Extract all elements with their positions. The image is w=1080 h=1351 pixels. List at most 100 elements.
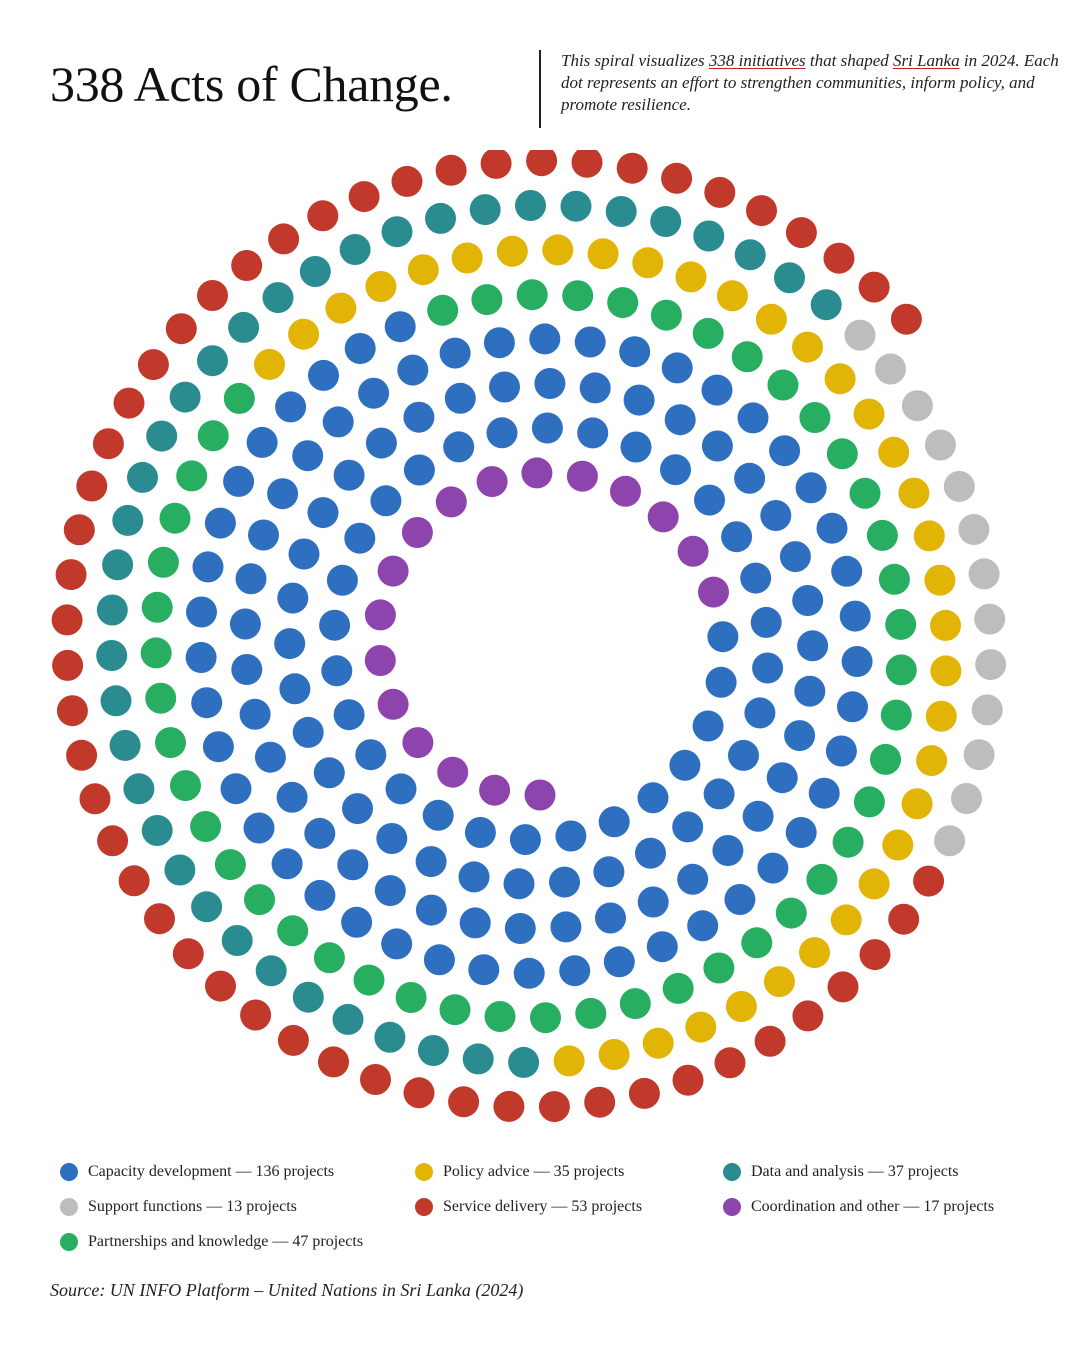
spiral-dot-support-functions (924, 429, 956, 461)
spiral-dot-capacity-development (444, 382, 476, 414)
spiral-dot-support-functions (968, 558, 1000, 590)
subtitle-part2: that shaped (805, 51, 893, 70)
spiral-dot-capacity-development (549, 866, 580, 898)
spiral-dot-capacity-development (322, 406, 354, 438)
spiral-dot-support-functions (943, 470, 975, 502)
spiral-dot-capacity-development (458, 861, 490, 893)
spiral-dot-service-delivery (360, 1064, 391, 1095)
subtitle-highlight-count: 338 initiatives (708, 51, 806, 70)
spiral-dot-data-and-analysis (374, 1021, 406, 1053)
spiral-dot-service-delivery (890, 303, 922, 335)
spiral-dot-data-and-analysis (299, 256, 331, 287)
spiral-dot-service-delivery (63, 514, 95, 546)
subtitle-part3: in 2024. Each dot represents an effort t… (561, 51, 1059, 114)
spiral-dot-capacity-development (635, 837, 666, 869)
spiral-dot-capacity-development (598, 806, 630, 838)
spiral-dot-data-and-analysis (381, 216, 413, 248)
header-divider (539, 50, 541, 128)
spiral-dot-capacity-development (701, 374, 733, 406)
spiral-dot-capacity-development (513, 957, 545, 989)
spiral-dot-capacity-development (192, 551, 224, 583)
spiral-dot-capacity-development (669, 749, 701, 781)
spiral-dot-policy-advice (930, 609, 961, 641)
spiral-dot-service-delivery (56, 695, 88, 727)
spiral-dot-data-and-analysis (774, 262, 805, 294)
spiral-dot-capacity-development (223, 465, 255, 497)
spiral-dot-coordination-and-other (647, 501, 679, 533)
spiral-dot-data-and-analysis (123, 773, 155, 805)
spiral-dot-support-functions (975, 649, 1007, 681)
spiral-dot-service-delivery (197, 280, 228, 311)
spiral-dot-policy-advice (878, 436, 910, 468)
spiral-dot-partnerships-and-knowledge (155, 727, 186, 759)
spiral-dot-capacity-development (707, 621, 739, 653)
spiral-dot-capacity-development (503, 868, 535, 900)
spiral-dot-capacity-development (239, 698, 271, 730)
spiral-dot-capacity-development (692, 710, 724, 742)
spiral-dot-data-and-analysis (127, 461, 158, 493)
spiral-dot-service-delivery (307, 200, 339, 232)
spiral-dot-coordination-and-other (401, 517, 433, 548)
dot-spiral-chart (51, 150, 1007, 1123)
spiral-dot-data-and-analysis (292, 981, 324, 1013)
spiral-dot-policy-advice (830, 904, 862, 936)
spiral-dot-capacity-development (267, 478, 299, 510)
spiral-dot-data-and-analysis (508, 1046, 540, 1078)
spiral-dot-capacity-development (333, 459, 365, 491)
spiral-dot-service-delivery (391, 165, 423, 197)
spiral-dot-capacity-development (468, 954, 500, 986)
spiral-dot-partnerships-and-knowledge (885, 608, 917, 640)
spiral-dot-coordination-and-other (677, 535, 709, 567)
spiral-dot-policy-advice (763, 966, 795, 998)
spiral-dot-service-delivery (493, 1090, 525, 1122)
spiral-dot-capacity-development (308, 359, 339, 391)
spiral-dot-service-delivery (97, 825, 129, 857)
spiral-dot-service-delivery (526, 150, 558, 177)
spiral-dot-capacity-development (734, 462, 766, 494)
spiral-dot-support-functions (963, 739, 995, 771)
spiral-dot-partnerships-and-knowledge (214, 849, 246, 881)
spiral-dot-partnerships-and-knowledge (562, 280, 594, 312)
spiral-dot-capacity-development (370, 485, 402, 517)
spiral-dot-policy-advice (496, 235, 528, 267)
spiral-dot-support-functions (971, 694, 1003, 726)
legend-swatch-icon (723, 1198, 741, 1216)
spiral-dot-partnerships-and-knowledge (885, 654, 917, 686)
spiral-dot-partnerships-and-knowledge (159, 502, 191, 534)
spiral-dot-capacity-development (439, 337, 471, 369)
legend-swatch-icon (60, 1163, 78, 1181)
spiral-dot-partnerships-and-knowledge (731, 341, 763, 373)
spiral-dot-capacity-development (677, 863, 709, 895)
spiral-dot-capacity-development (550, 911, 582, 943)
spiral-dot-capacity-development (403, 454, 435, 486)
legend-item-data-and-analysis: Data and analysis — 37 projects (723, 1160, 959, 1184)
spiral-dot-service-delivery (144, 903, 175, 935)
spiral-dot-support-functions (951, 783, 982, 814)
spiral-dot-data-and-analysis (693, 220, 725, 252)
legend-swatch-icon (723, 1163, 741, 1181)
spiral-dot-data-and-analysis (102, 549, 134, 581)
spiral-dot-policy-advice (685, 1011, 717, 1043)
spiral-dot-policy-advice (824, 363, 856, 395)
spiral-dot-capacity-development (191, 687, 223, 719)
spiral-dot-coordination-and-other (521, 457, 553, 489)
spiral-dot-capacity-development (744, 697, 776, 729)
spiral-dot-service-delivery (571, 150, 603, 178)
spiral-dot-policy-advice (853, 398, 885, 430)
spiral-dot-service-delivery (66, 739, 98, 771)
spiral-dot-capacity-development (559, 955, 591, 987)
spiral-dot-capacity-development (202, 731, 234, 763)
spiral-dot-service-delivery (792, 1000, 824, 1032)
spiral-dot-service-delivery (480, 150, 512, 179)
spiral-dot-partnerships-and-knowledge (313, 942, 345, 974)
spiral-dot-policy-advice (632, 247, 664, 279)
spiral-dot-partnerships-and-knowledge (353, 964, 385, 996)
spiral-dot-partnerships-and-knowledge (619, 988, 651, 1020)
spiral-dot-capacity-development (248, 519, 279, 551)
spiral-dot-capacity-development (705, 666, 737, 698)
spiral-dot-capacity-development (750, 606, 782, 638)
spiral-dot-capacity-development (186, 596, 217, 628)
spiral-dot-partnerships-and-knowledge (277, 915, 309, 947)
spiral-dot-service-delivery (240, 999, 272, 1031)
spiral-dot-partnerships-and-knowledge (853, 786, 885, 818)
